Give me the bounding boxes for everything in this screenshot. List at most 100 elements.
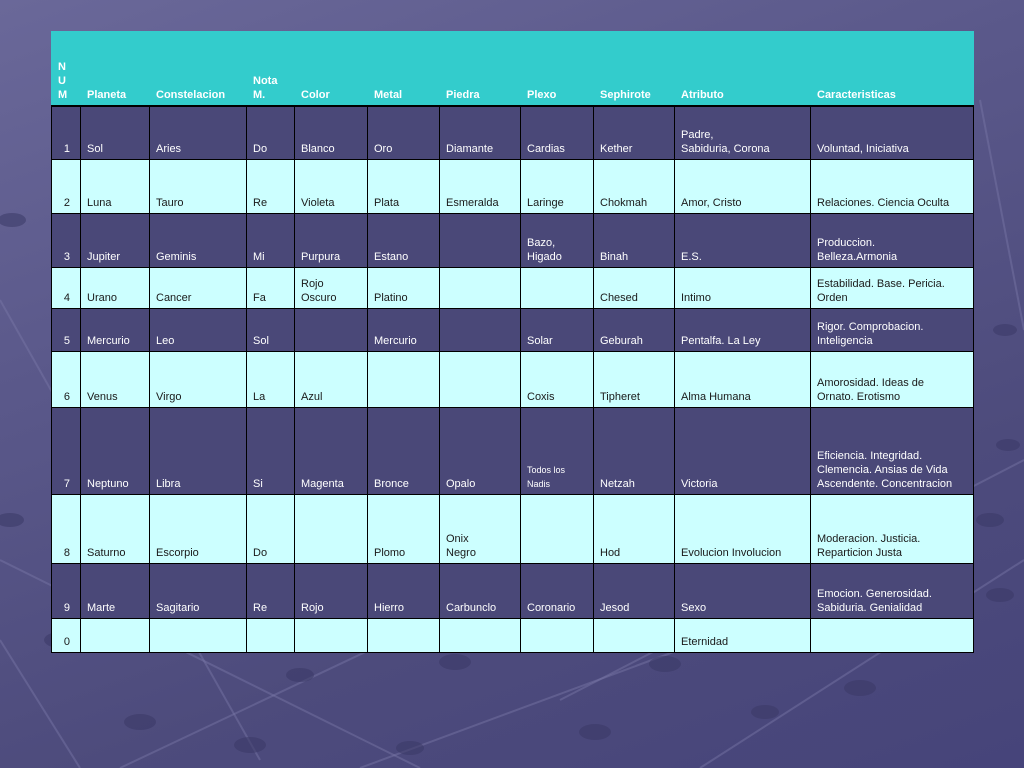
planetary-correspondence-table: N U M Planeta Constelacion Nota M. Color… <box>51 31 974 653</box>
table-row: 4 Urano Cancer Fa Rojo Oscuro Platino Chesed In… <box>51 267 974 309</box>
header-atributo: Atributo <box>674 31 811 107</box>
cell-planeta <box>80 618 150 653</box>
cell-caracteristicas: Amorosidad. Ideas de Ornato. Erotismo <box>810 351 974 408</box>
cell-color: Azul <box>294 351 368 408</box>
table-row: 5 Mercurio Leo Sol Mercurio Solar Geburah Penta… <box>51 308 974 352</box>
cell-metal: Platino <box>367 267 440 309</box>
cell-num: 2 <box>51 159 81 214</box>
cell-num: 0 <box>51 618 81 653</box>
cell-planeta: Urano <box>80 267 150 309</box>
cell-color: Violeta <box>294 159 368 214</box>
cell-nota: Re <box>246 563 295 619</box>
table-row: 3 Jupiter Geminis Mi Purpura Estano Bazo, Higa… <box>51 213 974 268</box>
cell-piedra: Carbunclo <box>439 563 521 619</box>
cell-color: Blanco <box>294 105 368 160</box>
cell-piedra: Onix Negro <box>439 494 521 564</box>
cell-caracteristicas: Moderacion. Justicia. Reparticion Justa <box>810 494 974 564</box>
cell-constelacion: Geminis <box>149 213 247 268</box>
cell-planeta: Jupiter <box>80 213 150 268</box>
cell-plexo: Coronario <box>520 563 594 619</box>
cell-metal: Bronce <box>367 407 440 495</box>
header-metal: Metal <box>367 31 440 107</box>
cell-sephirote: Geburah <box>593 308 675 352</box>
cell-atributo: Eternidad <box>674 618 811 653</box>
cell-atributo: Alma Humana <box>674 351 811 408</box>
cell-planeta: Sol <box>80 105 150 160</box>
cell-metal: Estano <box>367 213 440 268</box>
header-planeta: Planeta <box>80 31 150 107</box>
cell-nota: Do <box>246 105 295 160</box>
cell-color <box>294 494 368 564</box>
cell-plexo: Laringe <box>520 159 594 214</box>
cell-planeta: Luna <box>80 159 150 214</box>
cell-nota: Re <box>246 159 295 214</box>
header-color: Color <box>294 31 368 107</box>
header-sephirote: Sephirote <box>593 31 675 107</box>
cell-atributo: Victoria <box>674 407 811 495</box>
cell-nota <box>246 618 295 653</box>
cell-atributo: E.S. <box>674 213 811 268</box>
cell-piedra <box>439 618 521 653</box>
header-num: N U M <box>51 31 81 107</box>
cell-piedra <box>439 351 521 408</box>
cell-num: 4 <box>51 267 81 309</box>
cell-caracteristicas: Produccion. Belleza.Armonia <box>810 213 974 268</box>
cell-planeta: Marte <box>80 563 150 619</box>
cell-color: Rojo <box>294 563 368 619</box>
cell-metal <box>367 618 440 653</box>
cell-constelacion: Cancer <box>149 267 247 309</box>
cell-caracteristicas: Eficiencia. Integridad. Clemencia. Ansia… <box>810 407 974 495</box>
cell-num: 1 <box>51 105 81 160</box>
cell-nota: Si <box>246 407 295 495</box>
cell-num: 7 <box>51 407 81 495</box>
cell-atributo: Padre, Sabiduria, Corona <box>674 105 811 160</box>
cell-constelacion: Sagitario <box>149 563 247 619</box>
cell-sephirote: Binah <box>593 213 675 268</box>
cell-nota: Mi <box>246 213 295 268</box>
cell-constelacion: Virgo <box>149 351 247 408</box>
cell-num: 6 <box>51 351 81 408</box>
table-header-row: N U M Planeta Constelacion Nota M. Color… <box>51 31 974 107</box>
cell-plexo: Coxis <box>520 351 594 408</box>
header-caracteristicas: Caracteristicas <box>810 31 974 107</box>
table-row: 9 Marte Sagitario Re Rojo Hierro Carbunclo Coro… <box>51 563 974 619</box>
cell-plexo: Bazo, Higado <box>520 213 594 268</box>
cell-metal: Hierro <box>367 563 440 619</box>
cell-num: 9 <box>51 563 81 619</box>
cell-planeta: Venus <box>80 351 150 408</box>
cell-color: Rojo Oscuro <box>294 267 368 309</box>
cell-plexo: Solar <box>520 308 594 352</box>
cell-atributo: Amor, Cristo <box>674 159 811 214</box>
cell-atributo: Sexo <box>674 563 811 619</box>
cell-planeta: Neptuno <box>80 407 150 495</box>
cell-metal <box>367 351 440 408</box>
cell-color: Magenta <box>294 407 368 495</box>
table-row: 6 Venus Virgo La Azul Coxis Tipheret Alma Human… <box>51 351 974 408</box>
header-piedra: Piedra <box>439 31 521 107</box>
cell-constelacion: Tauro <box>149 159 247 214</box>
cell-piedra <box>439 213 521 268</box>
cell-constelacion <box>149 618 247 653</box>
cell-metal: Oro <box>367 105 440 160</box>
table-row: 0 Eternidad <box>51 618 974 653</box>
cell-caracteristicas: Relaciones. Ciencia Oculta <box>810 159 974 214</box>
cell-nota: La <box>246 351 295 408</box>
cell-sephirote: Chokmah <box>593 159 675 214</box>
cell-atributo: Evolucion Involucion <box>674 494 811 564</box>
header-constelacion: Constelacion <box>149 31 247 107</box>
cell-metal: Plomo <box>367 494 440 564</box>
cell-nota: Fa <box>246 267 295 309</box>
table-row: 1 Sol Aries Do Blanco Oro Diamante Cardias Kethe… <box>51 105 974 160</box>
cell-planeta: Saturno <box>80 494 150 564</box>
cell-sephirote: Kether <box>593 105 675 160</box>
cell-piedra: Opalo <box>439 407 521 495</box>
cell-plexo <box>520 267 594 309</box>
cell-color: Purpura <box>294 213 368 268</box>
cell-constelacion: Libra <box>149 407 247 495</box>
cell-nota: Sol <box>246 308 295 352</box>
cell-piedra <box>439 308 521 352</box>
cell-caracteristicas <box>810 618 974 653</box>
cell-caracteristicas: Voluntad, Iniciativa <box>810 105 974 160</box>
header-plexo: Plexo <box>520 31 594 107</box>
cell-sephirote: Netzah <box>593 407 675 495</box>
